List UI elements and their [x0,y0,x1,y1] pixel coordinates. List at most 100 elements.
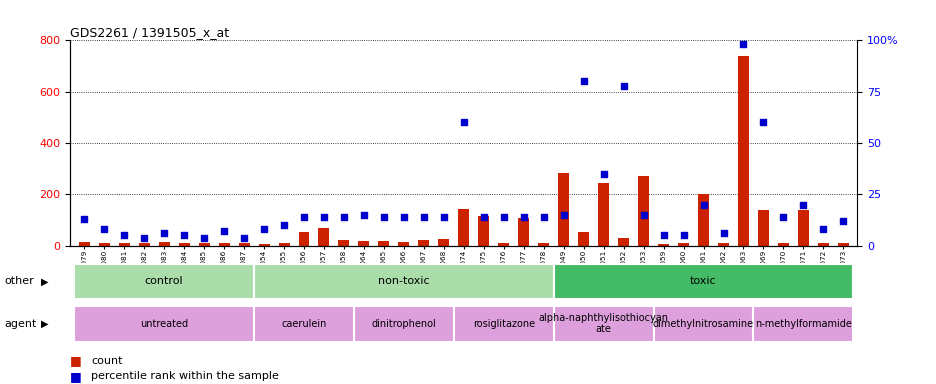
Point [416,214,431,220]
Bar [258,244,270,246]
Point [356,212,371,218]
Bar [817,243,828,246]
Bar [618,238,628,246]
Text: alpha-naphthylisothiocyan
ate: alpha-naphthylisothiocyan ate [538,313,668,334]
Point [77,216,92,222]
Bar [717,243,728,246]
Bar [338,240,349,246]
Text: toxic: toxic [690,276,716,286]
Text: count: count [91,356,123,366]
Bar [653,306,753,342]
Text: dinitrophenol: dinitrophenol [371,318,436,329]
Text: ▶: ▶ [41,319,49,329]
Bar [477,216,489,246]
Bar [438,239,449,246]
Bar [498,243,509,246]
Text: agent: agent [5,319,37,329]
Bar [777,243,788,246]
Bar [417,240,429,246]
Text: other: other [5,276,35,286]
Point [156,230,171,237]
Bar [537,243,548,246]
Bar [453,306,553,342]
Point [835,218,850,224]
Text: ▶: ▶ [41,276,49,286]
Point [755,119,770,126]
Point [775,214,790,220]
Point [316,214,331,220]
Text: n-methylformamide: n-methylformamide [754,318,851,329]
Point [655,232,670,238]
Text: rosiglitazone: rosiglitazone [472,318,534,329]
Point [676,232,691,238]
Bar [299,232,309,246]
Bar [179,243,189,246]
Point [496,214,511,220]
Bar [218,243,229,246]
Bar [254,306,354,342]
Bar [254,264,553,300]
Bar [458,209,469,246]
Bar [139,243,150,246]
Point [815,226,830,232]
Point [595,171,610,177]
Bar [119,243,129,246]
Bar [597,183,608,246]
Text: non-toxic: non-toxic [377,276,430,286]
Point [177,232,192,238]
Bar [757,210,768,246]
Point [256,226,271,232]
Text: dimethylnitrosamine: dimethylnitrosamine [652,318,753,329]
Text: ■: ■ [70,354,82,367]
Bar [518,217,529,246]
Point [735,41,750,48]
Bar [558,172,568,246]
Point [436,214,451,220]
Bar [753,306,853,342]
Point [456,119,471,126]
Point [695,202,710,208]
Point [137,235,152,241]
Text: caerulein: caerulein [281,318,327,329]
Point [636,212,651,218]
Point [795,202,810,208]
Bar [797,210,808,246]
Point [715,230,730,237]
Point [516,214,531,220]
Bar [358,241,369,246]
Bar [318,228,329,246]
Bar [74,306,254,342]
Bar [738,56,748,246]
Bar [578,232,589,246]
Bar [553,264,853,300]
Bar [697,194,709,246]
Point [96,226,111,232]
Bar [98,243,110,246]
Bar [74,264,254,300]
Text: GDS2261 / 1391505_x_at: GDS2261 / 1391505_x_at [70,26,229,39]
Point [576,78,591,84]
Bar [354,306,453,342]
Text: untreated: untreated [140,318,188,329]
Point [216,228,231,235]
Point [296,214,311,220]
Text: ■: ■ [70,370,82,383]
Bar [198,243,210,246]
Bar [158,242,169,246]
Bar [553,306,653,342]
Point [236,235,251,241]
Bar [79,242,90,246]
Bar [398,242,409,246]
Point [276,222,291,228]
Point [535,214,550,220]
Bar [278,243,289,246]
Point [556,212,571,218]
Bar [678,243,688,246]
Point [616,83,631,89]
Point [475,214,490,220]
Point [376,214,391,220]
Bar [378,241,389,246]
Point [336,214,351,220]
Point [197,235,212,241]
Bar [239,243,249,246]
